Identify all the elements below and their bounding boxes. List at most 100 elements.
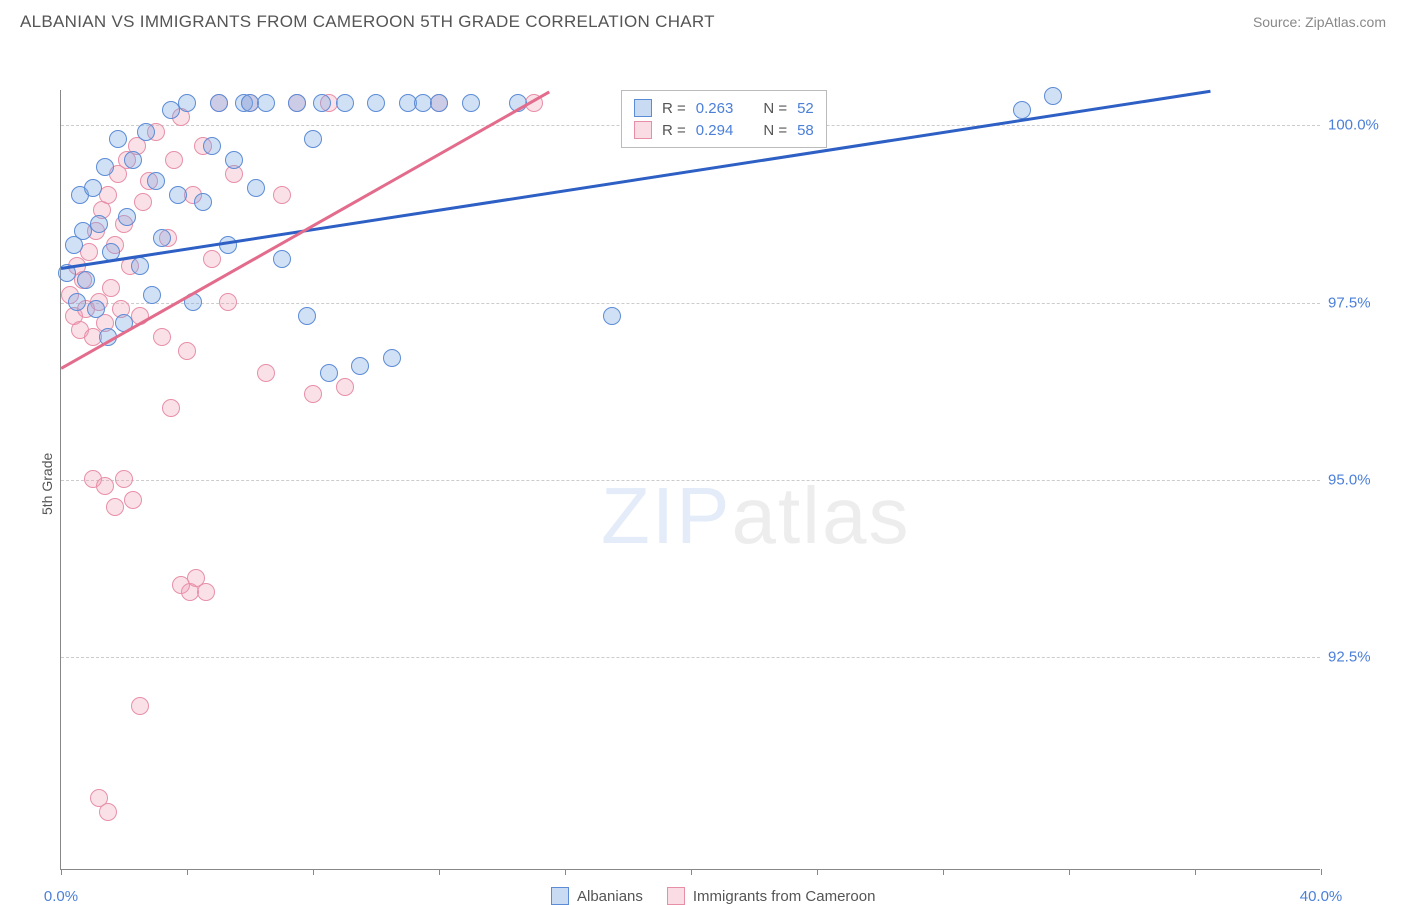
scatter-point — [197, 583, 215, 601]
scatter-point — [304, 130, 322, 148]
source-attribution: Source: ZipAtlas.com — [1253, 14, 1386, 30]
legend-swatch — [551, 887, 569, 905]
scatter-point — [96, 158, 114, 176]
scatter-point — [178, 94, 196, 112]
series-swatch — [634, 99, 652, 117]
scatter-point — [143, 286, 161, 304]
scatter-point — [203, 250, 221, 268]
source-prefix: Source: — [1253, 14, 1305, 30]
scatter-point — [219, 293, 237, 311]
scatter-point — [219, 236, 237, 254]
stat-value-r: 0.294 — [696, 122, 734, 139]
x-axis-tick — [1195, 869, 1196, 875]
series-swatch — [634, 121, 652, 139]
x-axis-tick — [313, 869, 314, 875]
scatter-point — [351, 357, 369, 375]
scatter-point — [1013, 101, 1031, 119]
stat-label-n: N = — [763, 122, 787, 139]
scatter-point — [165, 151, 183, 169]
scatter-point — [383, 349, 401, 367]
scatter-point — [77, 271, 95, 289]
correlation-stats-box: R = 0.263 N = 52 R = 0.294 N = 58 — [621, 90, 827, 148]
scatter-point — [102, 279, 120, 297]
stat-label-n: N = — [763, 100, 787, 117]
stat-value-n: 58 — [797, 122, 814, 139]
scatter-point — [1044, 87, 1062, 105]
scatter-point — [84, 179, 102, 197]
legend-item: Albanians — [551, 887, 643, 905]
scatter-point — [124, 151, 142, 169]
stat-value-n: 52 — [797, 100, 814, 117]
y-axis-tick-label: 97.5% — [1328, 294, 1406, 311]
scatter-point — [137, 123, 155, 141]
scatter-point — [298, 307, 316, 325]
scatter-point — [178, 342, 196, 360]
scatter-point — [336, 378, 354, 396]
scatter-point — [320, 364, 338, 382]
x-axis-tick — [187, 869, 188, 875]
scatter-point — [106, 498, 124, 516]
y-axis-tick-label: 95.0% — [1328, 472, 1406, 489]
scatter-point — [99, 803, 117, 821]
stat-label-r: R = — [662, 122, 686, 139]
scatter-point — [367, 94, 385, 112]
scatter-point — [462, 94, 480, 112]
x-axis-tick — [691, 869, 692, 875]
scatter-point — [124, 491, 142, 509]
stats-row: R = 0.263 N = 52 — [634, 97, 814, 119]
x-axis-tick — [61, 869, 62, 875]
scatter-point — [131, 257, 149, 275]
scatter-point — [115, 470, 133, 488]
scatter-point — [288, 94, 306, 112]
scatter-point — [203, 137, 221, 155]
scatter-point — [96, 477, 114, 495]
legend-label: Immigrants from Cameroon — [693, 888, 876, 905]
scatter-point — [153, 328, 171, 346]
x-axis-tick-label: 0.0% — [44, 888, 78, 905]
chart-legend: Albanians Immigrants from Cameroon — [551, 887, 875, 905]
scatter-point — [210, 94, 228, 112]
scatter-point — [273, 250, 291, 268]
scatter-point — [225, 151, 243, 169]
plot-area: 92.5%95.0%97.5%100.0%0.0%40.0%5th GradeZ… — [60, 90, 1320, 870]
scatter-point — [87, 300, 105, 318]
x-axis-tick — [943, 869, 944, 875]
scatter-point — [134, 193, 152, 211]
scatter-point — [313, 94, 331, 112]
scatter-point — [304, 385, 322, 403]
scatter-point — [194, 193, 212, 211]
y-axis-label: 5th Grade — [39, 453, 55, 515]
scatter-point — [336, 94, 354, 112]
scatter-point — [257, 94, 275, 112]
scatter-point — [273, 186, 291, 204]
x-axis-tick — [565, 869, 566, 875]
stat-label-r: R = — [662, 100, 686, 117]
legend-swatch — [667, 887, 685, 905]
scatter-point — [162, 399, 180, 417]
scatter-point — [153, 229, 171, 247]
gridline — [61, 657, 1320, 658]
chart-title: ALBANIAN VS IMMIGRANTS FROM CAMEROON 5TH… — [20, 12, 715, 32]
stat-value-r: 0.263 — [696, 100, 734, 117]
scatter-point — [147, 172, 165, 190]
x-axis-tick — [1069, 869, 1070, 875]
chart-header: ALBANIAN VS IMMIGRANTS FROM CAMEROON 5TH… — [0, 0, 1406, 40]
y-axis-tick-label: 92.5% — [1328, 649, 1406, 666]
y-axis-tick-label: 100.0% — [1328, 117, 1406, 134]
scatter-point — [430, 94, 448, 112]
source-name: ZipAtlas.com — [1305, 14, 1386, 30]
scatter-point — [131, 697, 149, 715]
x-axis-tick — [439, 869, 440, 875]
gridline — [61, 303, 1320, 304]
x-axis-tick-label: 40.0% — [1300, 888, 1343, 905]
scatter-point — [68, 293, 86, 311]
x-axis-tick — [1321, 869, 1322, 875]
scatter-point — [247, 179, 265, 197]
scatter-point — [99, 186, 117, 204]
scatter-point — [80, 243, 98, 261]
stats-row: R = 0.294 N = 58 — [634, 119, 814, 141]
scatter-point — [603, 307, 621, 325]
scatter-point — [118, 208, 136, 226]
scatter-point — [169, 186, 187, 204]
watermark: ZIPatlas — [601, 470, 910, 562]
